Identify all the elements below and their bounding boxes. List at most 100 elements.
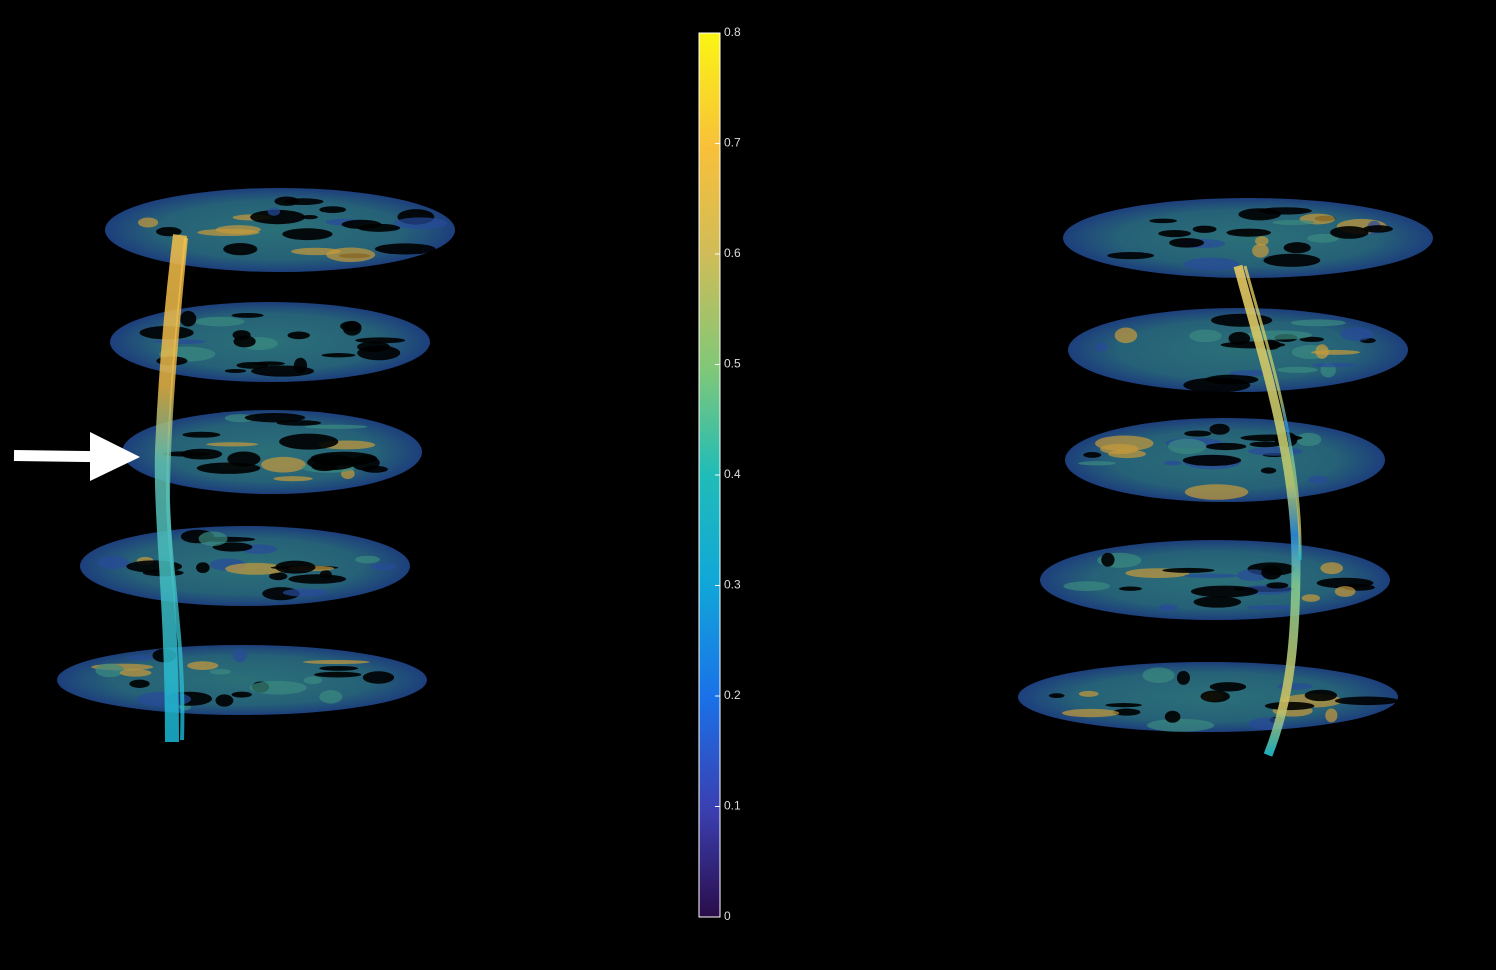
tract-left — [165, 237, 188, 741]
slice-patch — [1252, 243, 1269, 258]
slice-patch — [232, 648, 247, 663]
slice-patch — [1142, 667, 1175, 683]
slice-patch — [267, 207, 281, 216]
slice-gap — [1162, 567, 1215, 573]
slice-patch — [302, 659, 370, 665]
slice-patch — [198, 531, 228, 547]
slice-patch — [1245, 605, 1296, 610]
slice-patch — [273, 476, 313, 482]
slice-gap — [301, 215, 318, 220]
slice-gap — [1334, 696, 1399, 706]
slice-patch — [1062, 708, 1120, 718]
colorbar-tick-label: 0.7 — [724, 136, 741, 150]
slice-gap — [1158, 230, 1192, 238]
slice-gap — [1119, 586, 1142, 591]
slice-gap — [1266, 582, 1289, 589]
slice-patch — [153, 339, 206, 344]
slice-gap — [223, 242, 258, 256]
slice-gap — [1169, 237, 1205, 248]
colorbar-tick-label: 0.4 — [724, 467, 741, 481]
slice-gap — [357, 345, 401, 361]
slice-patch — [197, 228, 260, 237]
slice-gap — [182, 431, 221, 438]
slice-patch — [1248, 446, 1303, 456]
slice-gap — [1083, 451, 1102, 458]
slice-patch — [1099, 443, 1139, 455]
slice-patch — [1306, 233, 1339, 243]
slice-gap — [1164, 710, 1181, 723]
slice-gap — [1283, 242, 1311, 254]
tract-right — [1243, 265, 1302, 561]
slice-gap — [1149, 218, 1177, 224]
slice-gap — [1263, 253, 1321, 267]
slice-patch — [370, 563, 397, 571]
slice-patch — [1184, 573, 1238, 578]
slice-patch — [1163, 460, 1182, 466]
slice-gap — [1209, 682, 1247, 692]
slice-patch — [209, 668, 231, 675]
slice-gap — [231, 691, 252, 698]
slice-patch — [1077, 461, 1116, 466]
slice-gap — [1226, 228, 1271, 237]
slice-patch — [1094, 342, 1108, 352]
slice-gap — [250, 209, 306, 225]
slice-patch — [1236, 569, 1269, 582]
slice-patch — [1320, 562, 1343, 575]
slice-patch — [138, 217, 159, 228]
slice-patch — [194, 316, 245, 327]
slice-gap — [1107, 252, 1155, 260]
slice-patch — [1255, 236, 1269, 246]
slice-gap — [162, 451, 210, 457]
slice-gap — [254, 361, 285, 366]
slice-patch — [1334, 586, 1356, 597]
colorbar-tick-label: 0.5 — [724, 357, 741, 371]
slice-patch — [1147, 718, 1215, 732]
slice — [1063, 198, 1433, 278]
colorbar-axis: 0 0.1 0.2 0.3 0.4 0.5 0.6 0.7 0.8 — [715, 25, 741, 923]
slice-gap — [1238, 208, 1281, 221]
colorbar-tick-label: 0.2 — [724, 688, 741, 702]
slice-gap — [319, 665, 359, 671]
slice-gap — [1209, 423, 1230, 435]
slice-gap — [1304, 689, 1337, 702]
slice-gap — [288, 574, 347, 584]
slice-gap — [1048, 693, 1065, 699]
slice-gap — [362, 671, 395, 684]
slice-gap — [279, 433, 339, 450]
slice-gap — [1105, 703, 1143, 708]
slice-patch — [1296, 432, 1322, 447]
slice-gap — [1182, 454, 1242, 466]
slice-patch — [1290, 319, 1346, 327]
slice-gap — [180, 310, 197, 327]
slice-patch — [1189, 329, 1222, 343]
slice-patch — [225, 562, 286, 575]
slice-gap — [129, 679, 150, 688]
slice-gap — [1249, 441, 1281, 448]
slice-gap — [1228, 331, 1251, 346]
colorbar-tick-label: 0.8 — [724, 25, 741, 39]
slice-patch — [260, 456, 306, 473]
slice-gap — [275, 560, 316, 574]
arrow-head — [90, 432, 140, 481]
slice-gap — [212, 542, 253, 552]
slice-gap — [1193, 596, 1242, 608]
slice-patch — [127, 655, 155, 661]
slice-gap — [1363, 225, 1393, 233]
slice-gap — [351, 455, 380, 471]
slice-gap — [269, 572, 288, 581]
slice-patch — [282, 588, 328, 597]
slice-patch — [1078, 690, 1099, 697]
slice-gap — [224, 368, 247, 373]
slice-gap — [1261, 565, 1282, 580]
slice-patch — [1340, 327, 1374, 341]
slice-gap — [274, 196, 299, 206]
slice-patch — [1184, 484, 1249, 500]
slice-patch — [97, 556, 130, 570]
slice-gap — [196, 562, 210, 574]
slice-gap — [1113, 708, 1141, 716]
slice-patch — [1272, 219, 1315, 226]
slice-patch — [355, 555, 380, 564]
slice-patch — [1168, 438, 1207, 455]
slice-gap — [244, 413, 306, 423]
slice-gap — [1101, 552, 1115, 567]
